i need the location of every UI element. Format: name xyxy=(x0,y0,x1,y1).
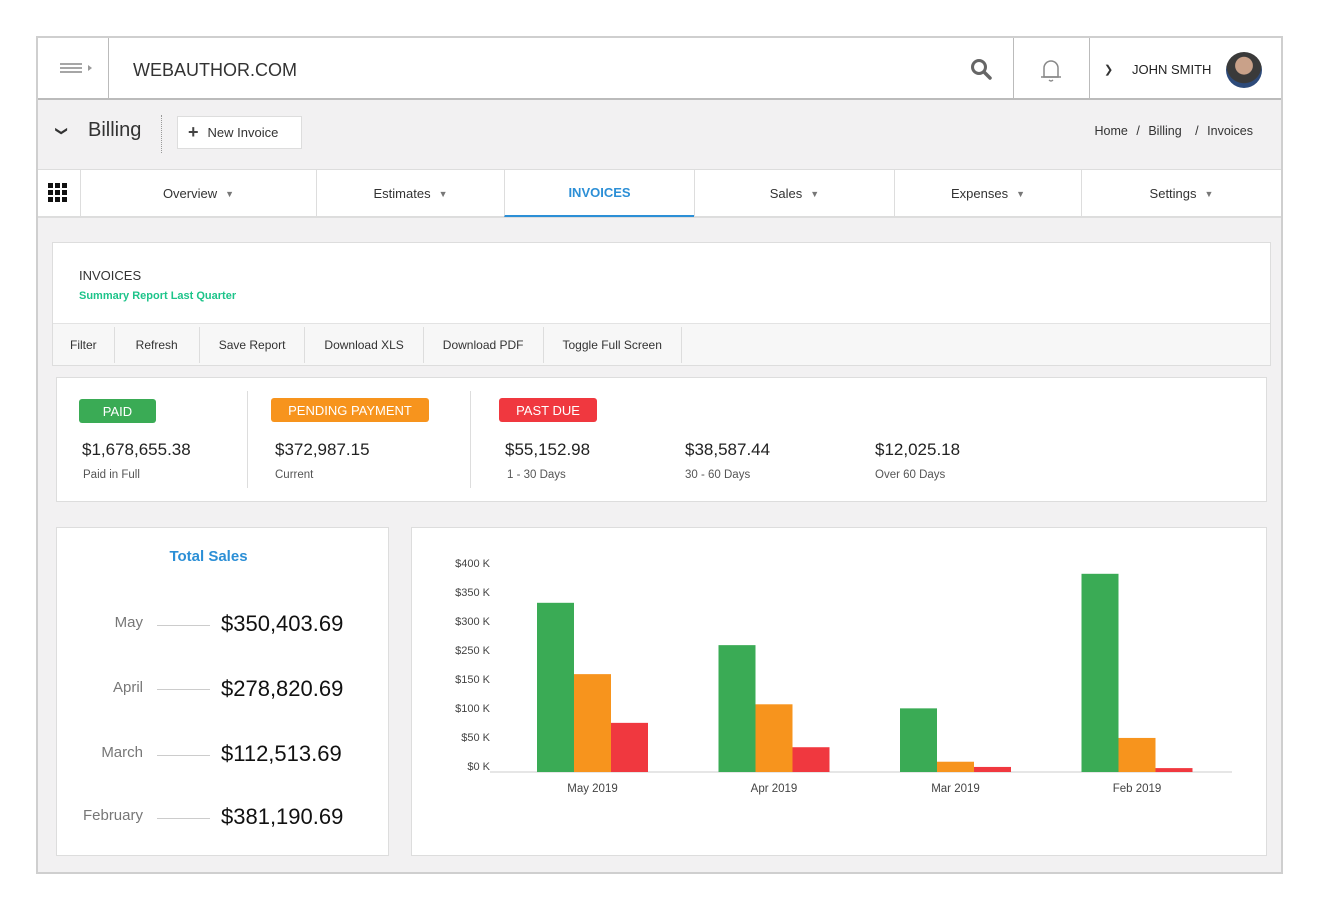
chevron-down-icon: ▼ xyxy=(1016,188,1025,199)
past-due-badge: PAST DUE xyxy=(499,398,597,422)
app-window: WEBAUTHOR.COM ❯ JOHN SMITH ❯ Billing + N… xyxy=(36,36,1283,874)
chevron-down-icon: ▼ xyxy=(438,188,448,199)
chevron-down-icon: ❯ xyxy=(1104,64,1114,76)
apps-grid-icon[interactable] xyxy=(48,183,68,208)
total-sales-panel: Total Sales May $350,403.69 April $278,8… xyxy=(56,527,389,856)
sales-bar-chart: $0 K $50 K $100 K $150 K $250 K $300 K $350 K $… xyxy=(455,558,1232,795)
y-tick-label: $250 K xyxy=(455,645,491,657)
report-toolbar: Filter Refresh Save Report Download XLS … xyxy=(53,323,1270,365)
bar-paid xyxy=(900,708,937,772)
total-sales-title: Total Sales xyxy=(169,548,248,565)
tab-invoices[interactable]: INVOICES xyxy=(504,170,694,217)
tab-settings[interactable]: Settings ▼ xyxy=(1081,170,1281,217)
new-invoice-button[interactable]: + New Invoice xyxy=(177,116,302,149)
site-title[interactable]: WEBAUTHOR.COM xyxy=(133,60,297,80)
x-tick-label: Mar 2019 xyxy=(931,783,980,795)
bar-pending xyxy=(574,674,611,772)
report-title: INVOICES xyxy=(79,268,142,283)
user-menu[interactable]: ❯ JOHN SMITH xyxy=(1104,52,1274,88)
sales-value: $278,820.69 xyxy=(221,676,344,701)
chevron-down-icon: ▼ xyxy=(225,188,235,199)
paid-label: Paid in Full xyxy=(83,469,140,481)
sales-value: $112,513.69 xyxy=(221,741,342,766)
chevron-down-icon: ▼ xyxy=(1204,188,1214,199)
report-header: INVOICES Summary Report Last Quarter Fil… xyxy=(52,242,1271,366)
past-due-over-60-label: Over 60 Days xyxy=(875,469,946,481)
sales-month: March xyxy=(101,744,143,761)
sales-month: May xyxy=(114,614,143,631)
bar-pending xyxy=(1118,737,1156,772)
bar-past-due xyxy=(611,722,648,772)
x-tick-label: Apr 2019 xyxy=(751,783,798,795)
download-pdf-button[interactable]: Download PDF xyxy=(424,327,544,363)
paid-badge: PAID xyxy=(79,399,156,423)
past-due-1-30-amount: $55,152.98 xyxy=(505,440,591,459)
past-due-30-60-label: 30 - 60 Days xyxy=(685,469,751,481)
breadcrumb-home[interactable]: Home xyxy=(1094,124,1128,138)
bar-pending xyxy=(755,704,793,772)
bar-past-due xyxy=(1155,768,1193,772)
top-bar: WEBAUTHOR.COM ❯ JOHN SMITH xyxy=(38,38,1281,100)
invoice-status-summary: PAID $1,678,655.38 Paid in Full PENDING … xyxy=(56,377,1267,502)
sales-value: $350,403.69 xyxy=(221,611,344,636)
tab-sales[interactable]: Sales ▼ xyxy=(694,170,894,217)
filter-button[interactable]: Filter xyxy=(53,327,115,363)
tab-overview[interactable]: Overview ▼ xyxy=(80,170,316,217)
search-icon[interactable] xyxy=(970,58,992,85)
past-due-30-60-amount: $38,587.44 xyxy=(685,440,771,459)
sales-month: February xyxy=(82,807,143,824)
x-tick-label: Feb 2019 xyxy=(1113,783,1162,795)
x-tick-label: May 2019 xyxy=(567,783,618,795)
past-due-over-60-amount: $12,025.18 xyxy=(875,440,961,459)
new-invoice-label: New Invoice xyxy=(207,125,279,140)
breadcrumb-billing[interactable]: Billing xyxy=(1148,124,1182,138)
pending-label: Current xyxy=(275,469,314,481)
page-title: Billing xyxy=(88,119,142,141)
y-tick-label: $350 K xyxy=(455,587,491,599)
pending-badge: PENDING PAYMENT xyxy=(271,398,429,422)
sales-chart-panel: $0 K $50 K $100 K $150 K $250 K $300 K $350 K $… xyxy=(411,527,1267,856)
menu-icon[interactable] xyxy=(60,62,98,76)
bar-paid xyxy=(718,645,756,772)
tab-expenses[interactable]: Expenses ▼ xyxy=(894,170,1081,217)
y-tick-label: $100 K xyxy=(455,703,491,715)
avatar[interactable] xyxy=(1226,52,1262,88)
bell-icon[interactable] xyxy=(1040,58,1062,89)
sales-value: $381,190.69 xyxy=(221,804,344,829)
report-subtitle: Summary Report Last Quarter xyxy=(79,290,237,302)
tab-estimates[interactable]: Estimates ▼ xyxy=(316,170,504,217)
collapse-chevron-icon[interactable]: ❯ xyxy=(55,125,70,137)
y-tick-label: $50 K xyxy=(461,732,490,744)
y-tick-label: $300 K xyxy=(455,616,491,628)
plus-icon: + xyxy=(188,122,199,142)
y-tick-label: $400 K xyxy=(455,558,491,570)
refresh-button[interactable]: Refresh xyxy=(115,327,200,363)
toggle-full-screen-button[interactable]: Toggle Full Screen xyxy=(544,327,682,363)
user-name: JOHN SMITH xyxy=(1132,62,1212,77)
breadcrumb-invoices: Invoices xyxy=(1207,124,1253,138)
tab-bar: Overview ▼ Estimates ▼ INVOICES Sales ▼ Exp… xyxy=(38,169,1281,218)
y-tick-label: $150 K xyxy=(455,674,491,686)
bar-paid xyxy=(1081,573,1119,772)
bar-paid xyxy=(537,602,574,772)
bar-past-due xyxy=(974,766,1011,772)
paid-amount: $1,678,655.38 xyxy=(82,440,191,459)
save-report-button[interactable]: Save Report xyxy=(200,327,306,363)
bar-pending xyxy=(937,761,974,772)
bar-past-due xyxy=(792,747,830,772)
past-due-1-30-label: 1 - 30 Days xyxy=(507,469,566,481)
breadcrumb: Home / Billing / Invoices xyxy=(1094,124,1253,138)
download-xls-button[interactable]: Download XLS xyxy=(305,327,424,363)
pending-amount: $372,987.15 xyxy=(275,440,370,459)
sub-header: ❯ Billing + New Invoice Home / Billing /… xyxy=(38,100,1281,169)
chevron-down-icon: ▼ xyxy=(810,188,820,199)
y-tick-label: $0 K xyxy=(467,761,490,773)
sales-month: April xyxy=(112,679,143,696)
